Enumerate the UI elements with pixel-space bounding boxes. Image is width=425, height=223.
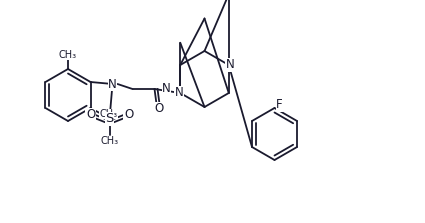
Text: F: F [276,99,283,112]
Text: S: S [105,112,114,126]
Text: O: O [86,109,95,122]
Text: CH₃: CH₃ [59,50,77,60]
Text: O: O [124,109,133,122]
Text: CH₃: CH₃ [99,109,118,119]
Text: CH₃: CH₃ [100,136,119,146]
Text: N: N [175,87,184,99]
Text: N: N [108,78,117,91]
Text: O: O [154,103,163,116]
Text: N: N [225,58,234,72]
Text: N: N [162,83,171,95]
